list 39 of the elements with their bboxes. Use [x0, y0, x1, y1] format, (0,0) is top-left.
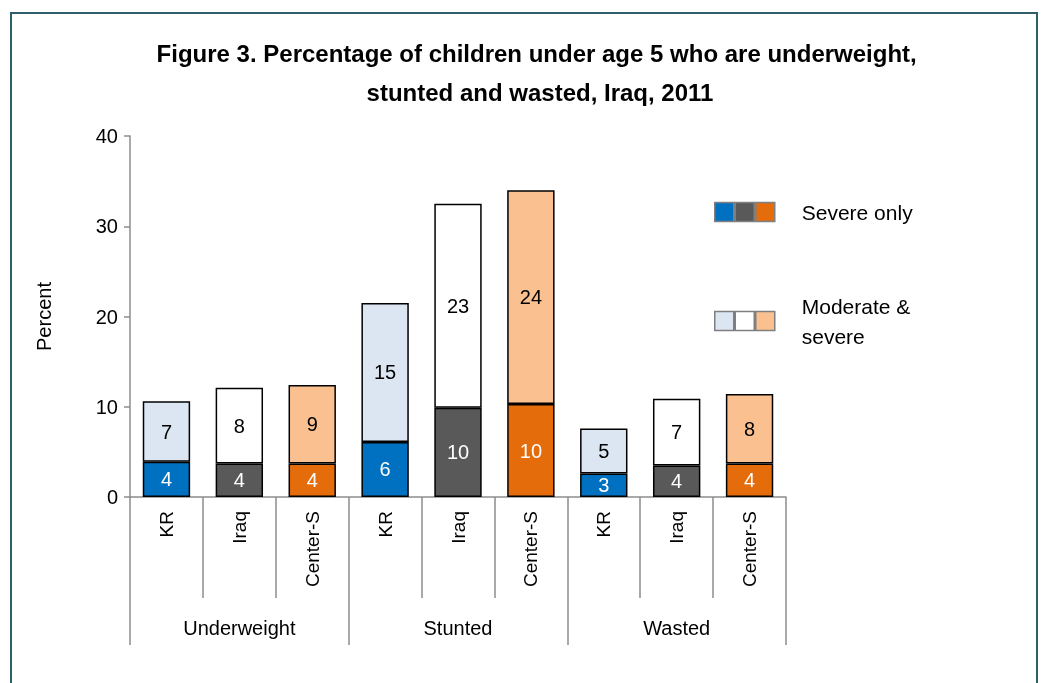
data-label: 6 — [379, 458, 391, 481]
x-tick-label: Iraq — [447, 511, 469, 544]
x-tick-label: Iraq — [666, 511, 688, 544]
data-label: 8 — [233, 414, 245, 437]
data-label: 9 — [306, 413, 318, 436]
data-label: 4 — [306, 469, 318, 492]
legend-label: Moderate & severe — [801, 294, 917, 348]
data-label: 3 — [598, 474, 610, 497]
x-tick-label: KR — [374, 511, 396, 538]
chart-title: Figure 3. Percentage of children under age 5 who are underweight, stunted and wasted, Iraq, 2011 — [156, 40, 924, 106]
data-label: 24 — [519, 286, 543, 309]
y-tick-label: 10 — [95, 395, 118, 418]
data-label: 4 — [233, 469, 245, 492]
data-label: 15 — [373, 361, 397, 384]
data-label: 23 — [446, 294, 470, 317]
data-label: 7 — [671, 421, 683, 444]
data-label: 5 — [598, 439, 610, 462]
y-tick-label: 30 — [95, 215, 118, 238]
data-label: 10 — [446, 441, 470, 464]
y-tick-label: 20 — [95, 305, 118, 328]
x-tick-label: KR — [155, 511, 177, 538]
data-label: 8 — [743, 417, 756, 440]
text: Stunted — [423, 617, 493, 639]
text: Underweight — [183, 617, 296, 639]
data-label: 7 — [160, 420, 173, 443]
x-tick-label: Center-S — [520, 511, 542, 588]
text: Wasted — [643, 617, 711, 639]
data-label: 4 — [160, 468, 173, 491]
x-tick-label: Iraq — [228, 511, 250, 544]
data-label: 4 — [743, 469, 756, 492]
x-tick-label: KR — [593, 511, 615, 538]
y-tick-label: 40 — [95, 125, 118, 147]
y-axis-title: Percent — [33, 281, 55, 351]
data-label: 10 — [519, 439, 543, 462]
x-tick-label: Center-S — [739, 511, 761, 588]
legend-label: Severe only — [801, 200, 914, 224]
x-tick-label: Center-S — [301, 511, 323, 588]
y-tick-label: 0 — [106, 486, 118, 508]
data-label: 4 — [671, 470, 683, 493]
